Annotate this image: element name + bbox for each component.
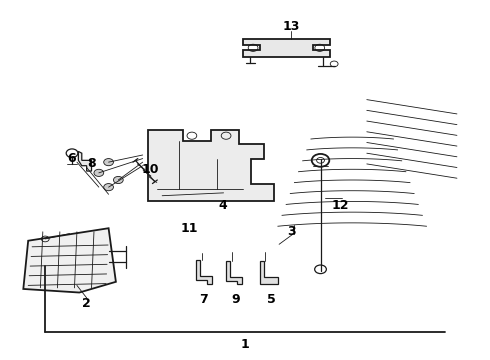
Polygon shape [147, 130, 274, 202]
Circle shape [104, 158, 114, 166]
Circle shape [94, 169, 104, 176]
Text: 6: 6 [68, 152, 76, 165]
Polygon shape [24, 228, 116, 293]
Text: 4: 4 [219, 198, 227, 212]
Text: 11: 11 [180, 222, 198, 235]
Circle shape [114, 176, 123, 184]
Text: 13: 13 [283, 20, 300, 33]
Text: 2: 2 [82, 297, 91, 310]
Polygon shape [226, 261, 242, 284]
Polygon shape [196, 260, 212, 284]
Polygon shape [260, 261, 278, 284]
Text: 5: 5 [268, 293, 276, 306]
Text: 12: 12 [331, 198, 349, 212]
Text: 8: 8 [87, 157, 96, 170]
Text: 1: 1 [241, 338, 249, 351]
Text: 7: 7 [199, 293, 208, 306]
Circle shape [104, 184, 114, 191]
Text: 9: 9 [231, 293, 240, 306]
Text: 3: 3 [287, 225, 295, 238]
Polygon shape [243, 39, 330, 57]
Polygon shape [78, 152, 92, 171]
Text: 10: 10 [141, 163, 159, 176]
